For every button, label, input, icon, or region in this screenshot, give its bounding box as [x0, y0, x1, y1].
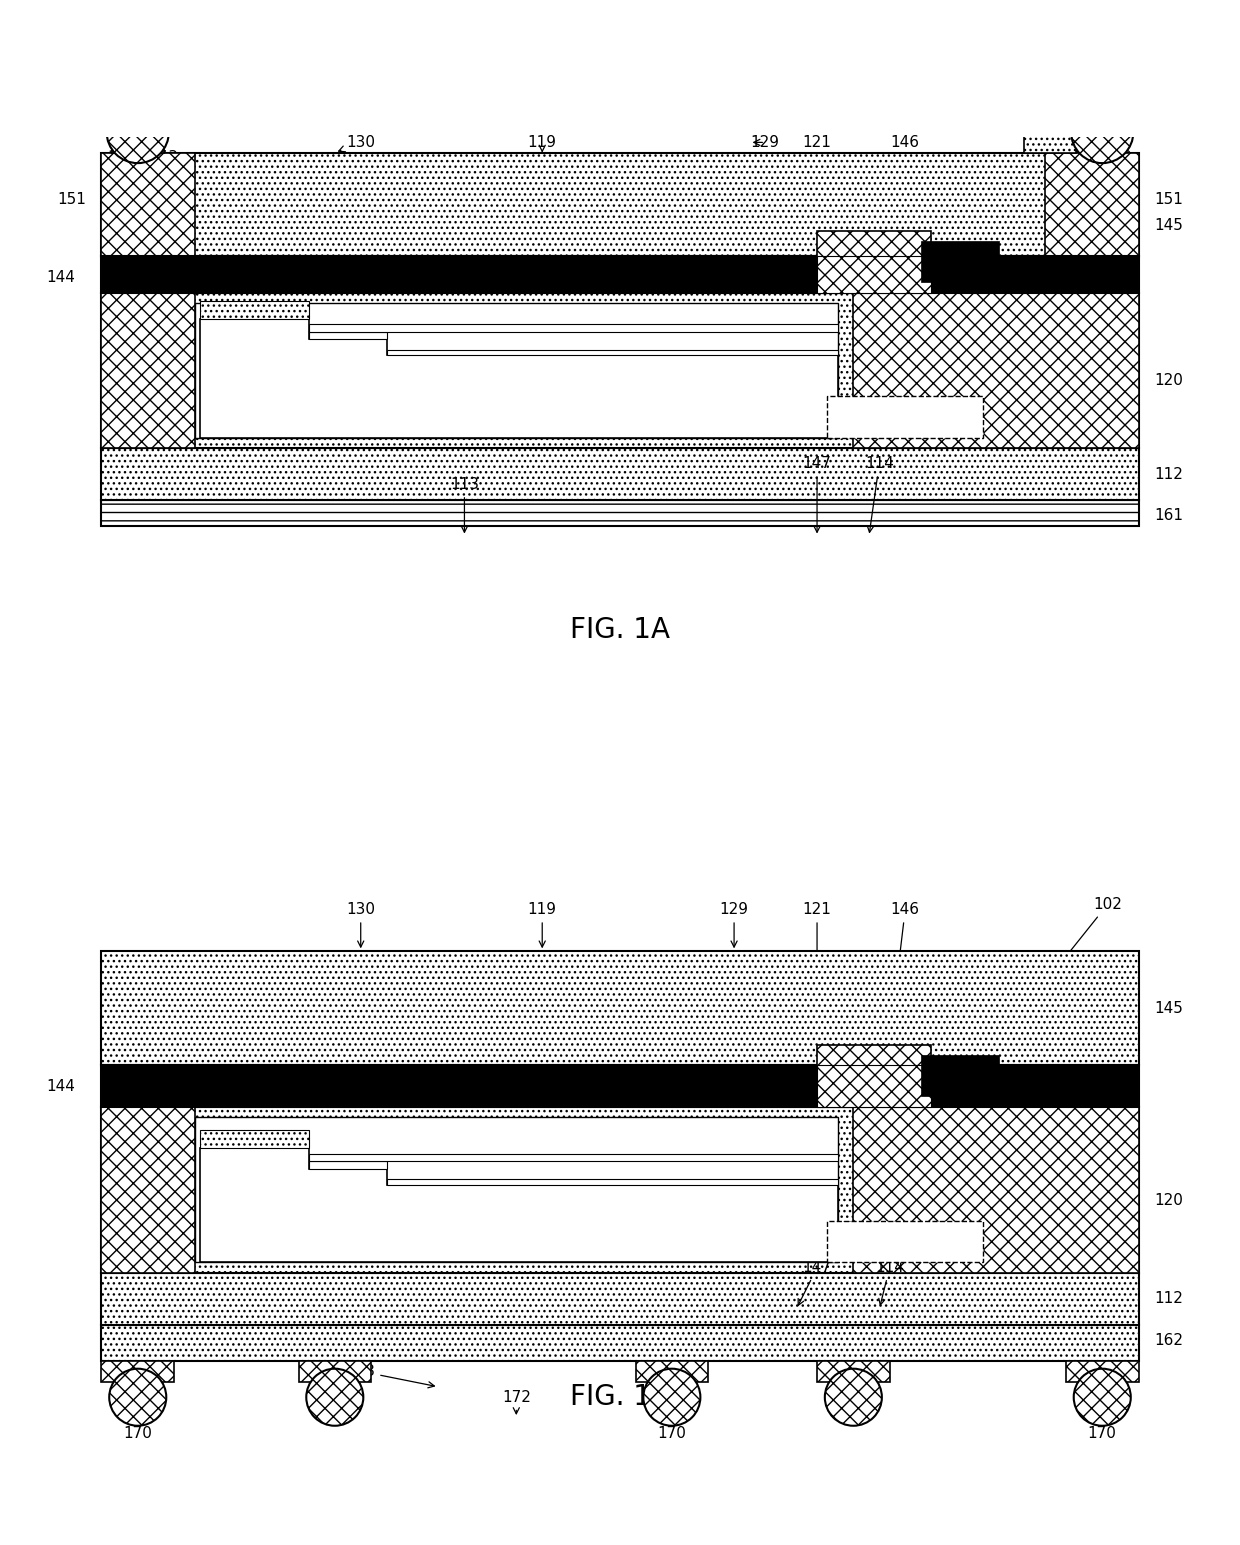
Text: 120: 120 — [1154, 374, 1183, 388]
Text: 113: 113 — [450, 477, 479, 533]
Bar — [817, 1361, 889, 1381]
Bar — [1045, 153, 1138, 256]
Bar — [387, 1179, 838, 1185]
Text: 130: 130 — [346, 902, 376, 947]
Bar — [102, 448, 1138, 501]
Text: 151: 151 — [57, 192, 86, 207]
Bar — [102, 1361, 174, 1381]
Bar — [921, 1055, 998, 1097]
Bar — [817, 1044, 931, 1106]
Bar — [817, 230, 931, 292]
Text: 121: 121 — [802, 134, 832, 252]
Text: 112: 112 — [1154, 467, 1183, 482]
Text: 119: 119 — [528, 134, 557, 153]
Bar — [102, 1106, 1138, 1273]
Bar — [827, 397, 983, 437]
Text: 147: 147 — [799, 1261, 832, 1306]
Text: FIG. 1A: FIG. 1A — [570, 616, 670, 644]
Text: 101: 101 — [1013, 141, 1075, 164]
Bar — [309, 1154, 838, 1162]
Bar — [102, 1066, 1138, 1106]
Bar — [195, 1117, 838, 1262]
Bar — [387, 349, 838, 355]
Circle shape — [109, 1369, 166, 1426]
Text: 102: 102 — [1048, 898, 1122, 980]
Text: 146: 146 — [888, 902, 920, 1035]
Text: 146: 146 — [888, 134, 920, 232]
Bar — [1066, 1361, 1138, 1381]
Bar — [309, 324, 838, 332]
Polygon shape — [200, 318, 838, 437]
Text: 119: 119 — [528, 902, 557, 947]
Bar — [102, 1273, 1138, 1324]
Bar — [102, 501, 1138, 527]
Text: 171: 171 — [123, 1377, 153, 1392]
Text: 172: 172 — [502, 1390, 531, 1414]
Text: 112: 112 — [1154, 1292, 1183, 1306]
Circle shape — [1074, 1369, 1131, 1426]
Bar — [827, 1221, 983, 1262]
Text: 145: 145 — [1154, 1001, 1183, 1015]
Circle shape — [107, 100, 169, 164]
Bar — [102, 256, 1138, 292]
Text: 170: 170 — [123, 1426, 153, 1441]
Bar — [102, 292, 1138, 448]
Bar — [102, 153, 1138, 256]
Bar — [817, 256, 931, 292]
Text: 114: 114 — [875, 1261, 904, 1306]
Bar — [102, 952, 1138, 1066]
Text: FIG. 1B: FIG. 1B — [570, 1383, 670, 1411]
Polygon shape — [200, 1148, 838, 1262]
Text: 131: 131 — [320, 369, 408, 388]
Circle shape — [644, 1369, 701, 1426]
Bar — [112, 127, 164, 153]
Bar — [102, 1324, 1138, 1361]
Text: 170: 170 — [108, 150, 136, 165]
Bar — [102, 292, 195, 448]
Text: 131: 131 — [336, 1194, 408, 1213]
Text: 113: 113 — [346, 1364, 434, 1387]
Text: 144: 144 — [47, 270, 76, 284]
Text: 151: 151 — [1154, 192, 1183, 207]
Text: 161: 161 — [1154, 508, 1183, 524]
Text: 120: 120 — [1154, 1193, 1183, 1208]
Bar — [299, 1361, 371, 1381]
Bar — [200, 1131, 309, 1148]
Bar — [309, 1162, 387, 1170]
Bar — [853, 292, 1138, 448]
Bar — [102, 153, 195, 256]
Bar — [309, 332, 387, 340]
Text: 143: 143 — [149, 150, 179, 165]
Bar — [1024, 127, 1076, 153]
Text: 144: 144 — [47, 1078, 76, 1094]
Circle shape — [306, 1369, 363, 1426]
Text: 114: 114 — [864, 456, 894, 533]
Bar — [200, 301, 309, 318]
Circle shape — [1071, 100, 1133, 164]
Text: 170: 170 — [1087, 1426, 1117, 1441]
Bar — [817, 1066, 931, 1106]
Text: 170: 170 — [657, 1426, 686, 1441]
Bar — [636, 1361, 708, 1381]
Bar — [921, 241, 998, 283]
Bar — [195, 303, 838, 437]
Bar — [102, 1106, 195, 1273]
Text: 145: 145 — [1154, 218, 1183, 233]
Text: 129: 129 — [719, 902, 749, 947]
Bar — [853, 1106, 1138, 1273]
Text: 173: 173 — [838, 1377, 868, 1392]
Text: 162: 162 — [1154, 1333, 1183, 1347]
Text: 130: 130 — [339, 134, 376, 151]
Text: 143: 143 — [1052, 150, 1080, 165]
Circle shape — [825, 1369, 882, 1426]
Text: 121: 121 — [802, 902, 832, 1061]
Text: 170: 170 — [1104, 150, 1132, 165]
Text: 147: 147 — [802, 456, 832, 533]
Text: 129: 129 — [750, 134, 780, 150]
